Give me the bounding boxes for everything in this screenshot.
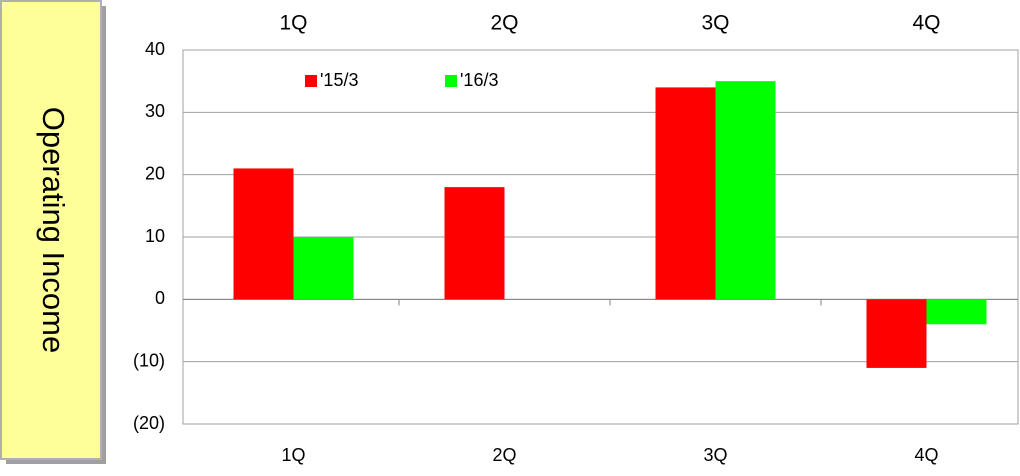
y-tick-label: 0 [155,288,165,308]
bar [926,299,987,325]
legend-swatch [445,75,457,87]
legend-swatch [305,75,317,87]
top-category-label: 4Q [912,12,940,35]
title-box [0,0,102,460]
y-tick-label: 30 [145,101,165,121]
bar [293,237,354,300]
y-tick-label: 40 [145,39,165,59]
top-category-label: 1Q [279,12,307,35]
y-tick-label: 10 [145,226,165,246]
top-category-label: 2Q [490,12,518,35]
chart-title: Operating Income [36,107,71,353]
top-category-label: 3Q [701,12,729,35]
y-tick-label: (20) [133,413,165,433]
plot-border [182,49,1019,425]
bar [655,87,716,300]
bar [444,187,505,300]
x-tick-label: 2Q [492,445,516,465]
bar [715,81,776,300]
x-tick-label: 4Q [914,445,938,465]
x-tick-label: 3Q [703,445,727,465]
y-tick-label: 20 [145,163,165,183]
legend-label: '16/3 [460,70,498,90]
y-tick-label: (10) [133,350,165,370]
bar [233,168,294,300]
bar [866,299,927,368]
legend-label: '15/3 [320,70,358,90]
x-tick-label: 1Q [281,445,305,465]
